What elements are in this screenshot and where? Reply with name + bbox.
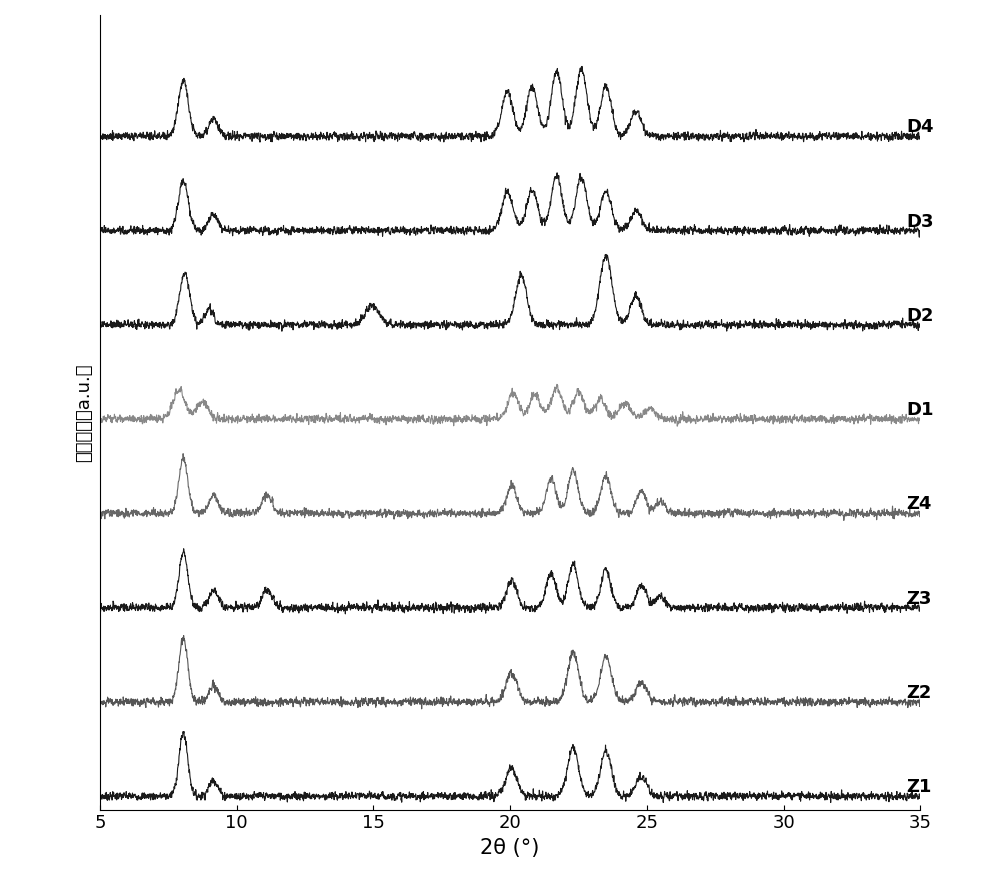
- Y-axis label: 衍射强度（a.u.）: 衍射强度（a.u.）: [75, 363, 93, 462]
- Text: D4: D4: [907, 118, 934, 136]
- X-axis label: 2θ (°): 2θ (°): [480, 838, 540, 858]
- Text: Z3: Z3: [907, 589, 932, 608]
- Text: Z1: Z1: [907, 778, 932, 796]
- Text: Z2: Z2: [907, 684, 932, 702]
- Text: D2: D2: [907, 306, 934, 325]
- Text: D1: D1: [907, 401, 934, 419]
- Text: D3: D3: [907, 212, 934, 230]
- Text: Z4: Z4: [907, 495, 932, 513]
